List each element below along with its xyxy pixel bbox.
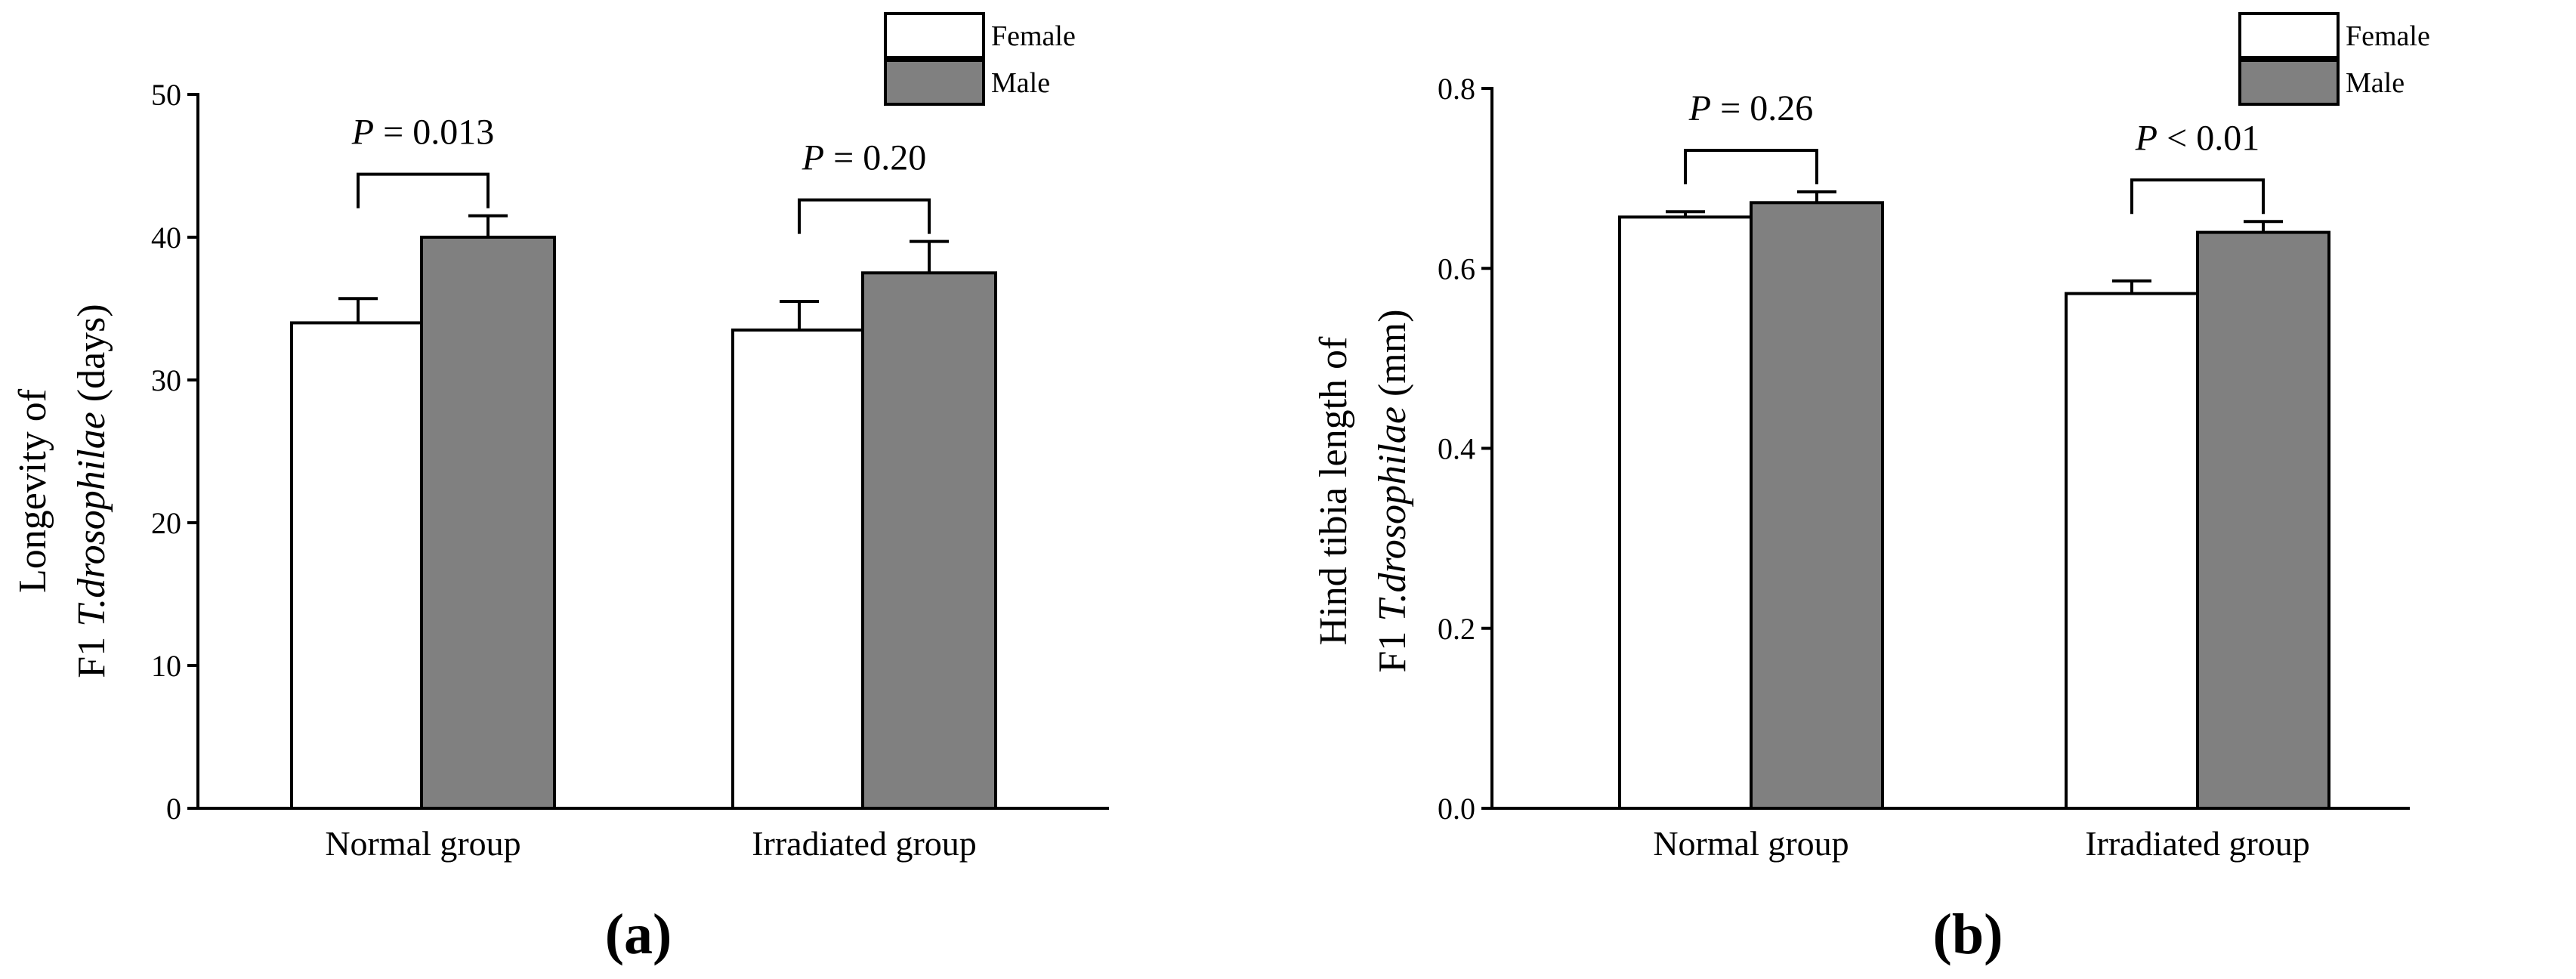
chart-a-bar-male [420, 236, 556, 810]
chart-a-ytick-label: 30 [151, 363, 181, 397]
chart-a-legend-label: Female [991, 20, 1076, 52]
chart-a-p-value: P = 0.20 [802, 138, 926, 178]
chart-b: Hind tibia length of F1 T.drosophilae (m… [1312, 12, 2430, 966]
chart-b-bar-female [1618, 215, 1753, 810]
chart-b-category-label: Irradiated group [2085, 824, 2310, 863]
chart-a-bar-female [731, 328, 867, 811]
chart-b-panel-label: (b) [1933, 903, 2003, 966]
chart-a: Longevity of F1 T.drosophilae (days) 0 10… [11, 12, 1109, 966]
chart-a-legend-swatch-female [884, 12, 985, 59]
chart-b-ytick-label: 0.0 [1438, 792, 1475, 826]
chart-a-ytick-label: 50 [151, 78, 181, 112]
chart-b-ytick-label: 0.2 [1438, 612, 1475, 646]
chart-b-legend-swatch-female [2238, 12, 2340, 59]
chart-a-ylabel-line2: F1 T.drosophilae (days) [70, 304, 113, 678]
chart-b-bar-male [2196, 230, 2330, 811]
chart-b-ylabel-line2: F1 T.drosophilae (mm) [1371, 309, 1414, 672]
chart-b-significance-bracket [2130, 178, 2265, 215]
chart-b-legend-label: Female [2346, 20, 2430, 52]
chart-b-significance-bracket [1684, 148, 1818, 184]
chart-b-ytick-label: 0.6 [1438, 252, 1475, 286]
chart-b-bar-male [1750, 201, 1884, 810]
chart-a-significance-bracket [798, 198, 931, 234]
chart-a-category-label: Irradiated group [752, 824, 977, 863]
chart-a-category-label: Normal group [325, 824, 520, 863]
chart-b-p-value: P < 0.01 [2135, 118, 2259, 158]
chart-a-ytick-label: 0 [166, 792, 181, 826]
chart-a-legend-swatch-male [884, 59, 985, 106]
chart-a-p-value: P = 0.013 [351, 113, 494, 153]
chart-b-legend: Female Male [2238, 12, 2430, 106]
chart-b-ytick-label: 0.4 [1438, 432, 1475, 466]
chart-b-p-value: P = 0.26 [1688, 88, 1813, 128]
chart-a-ylabel-line1: Longevity of [11, 388, 54, 593]
chart-a-significance-bracket [357, 172, 490, 208]
chart-b-bar-female [2065, 292, 2199, 811]
chart-a-ytick-label: 10 [151, 649, 181, 683]
chart-b-ytick-label: 0.8 [1438, 72, 1475, 106]
chart-a-ytick-label: 40 [151, 221, 181, 255]
chart-b-legend-label: Male [2346, 67, 2405, 99]
chart-b-category-label: Normal group [1653, 824, 1849, 863]
chart-b-ylabel-line1: Hind tibia length of [1312, 336, 1355, 645]
chart-a-ytick-label: 20 [151, 506, 181, 540]
chart-a-bar-male [861, 271, 997, 810]
chart-a-legend-label: Male [991, 67, 1050, 99]
chart-a-bar-female [290, 321, 426, 810]
chart-a-legend: Female Male [884, 12, 1076, 106]
chart-b-legend-swatch-male [2238, 59, 2340, 106]
chart-a-panel-label: (a) [605, 903, 672, 966]
